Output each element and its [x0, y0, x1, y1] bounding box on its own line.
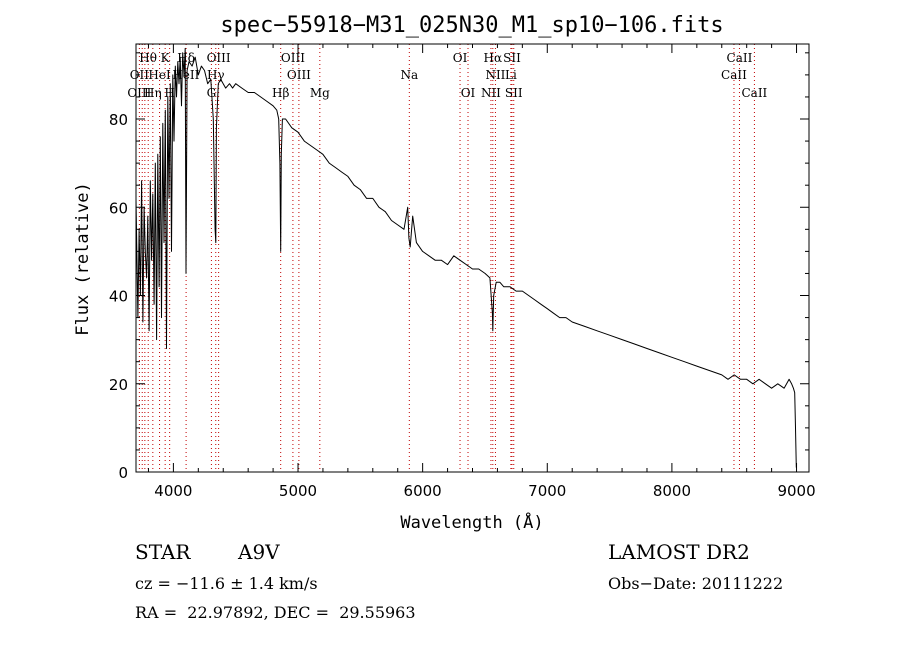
x-tick-label: 7000 — [528, 482, 566, 500]
plot-frame — [135, 43, 810, 473]
y-tick-label: 60 — [109, 199, 128, 217]
y-tick-label: 40 — [109, 288, 128, 306]
line-annotation: Hθ — [139, 51, 157, 65]
line-annotation: HeI — [148, 68, 171, 82]
obs-date-text: Obs−Date: 20111222 — [608, 574, 784, 593]
redshift-text: cz = −11.6 ± 1.4 km/s — [135, 574, 318, 593]
x-axis-label: Wavelength (Å) — [400, 511, 543, 533]
line-annotation: Na — [400, 68, 418, 82]
survey-name: LAMOST DR2 — [608, 540, 750, 564]
coordinates-text: RA = 22.97892, DEC = 29.55963 — [135, 603, 416, 622]
series-layer — [135, 47, 797, 468]
line-annotation: CaII — [727, 51, 753, 65]
y-tick-label: 0 — [118, 464, 128, 482]
x-tick-label: 5000 — [279, 482, 317, 500]
x-tick-label: 6000 — [404, 482, 442, 500]
spectral-subclass: A9V — [238, 540, 280, 564]
line-annotation: OI — [453, 51, 468, 65]
line-annotation: K — [161, 51, 171, 65]
line-annotation: Hα — [484, 51, 503, 65]
line-annotation: H — [164, 86, 174, 100]
y-tick-label: 20 — [109, 376, 128, 394]
line-annotation: Hδ — [177, 51, 195, 65]
spectrum-line — [135, 47, 797, 468]
line-annotation: G — [207, 86, 217, 100]
line-annotation: NII — [485, 68, 505, 82]
chart-title: spec−55918−M31_025N30_M1_sp10−106.fits — [220, 13, 723, 38]
line-annotation: OIII — [281, 51, 305, 65]
line-annotation: CaII — [741, 86, 767, 100]
line-annotation: OII — [130, 68, 150, 82]
line-annotation: Hβ — [272, 86, 289, 100]
line-annotation: OIII — [127, 86, 151, 100]
line-annotation: SII — [505, 86, 523, 100]
line-annotation: Hγ — [207, 68, 225, 82]
line-annotation: CaII — [721, 68, 747, 82]
x-tick-label: 9000 — [777, 482, 815, 500]
line-annotation: NII — [481, 86, 501, 100]
line-annotation: Li — [505, 68, 517, 82]
line-annotation: Hη — [144, 86, 162, 100]
y-tick-label: 80 — [109, 111, 128, 129]
object-type: STAR — [135, 540, 191, 564]
line-annotation: SII — [503, 51, 521, 65]
line-annotation: HeII — [172, 68, 199, 82]
line-annotation: OIII — [287, 68, 311, 82]
ticks-layer: 4000 5000 6000 7000 8000 9000 0 20 40 60 80 — [109, 44, 816, 500]
line-annotation: OI — [461, 86, 476, 100]
x-tick-label: 8000 — [653, 482, 691, 500]
line-marks-layer — [138, 44, 755, 472]
line-annotation: OIII — [207, 51, 231, 65]
line-annotation: Mg — [310, 86, 330, 100]
x-tick-label: 4000 — [154, 482, 192, 500]
y-axis-label: Flux (relative) — [73, 182, 93, 336]
